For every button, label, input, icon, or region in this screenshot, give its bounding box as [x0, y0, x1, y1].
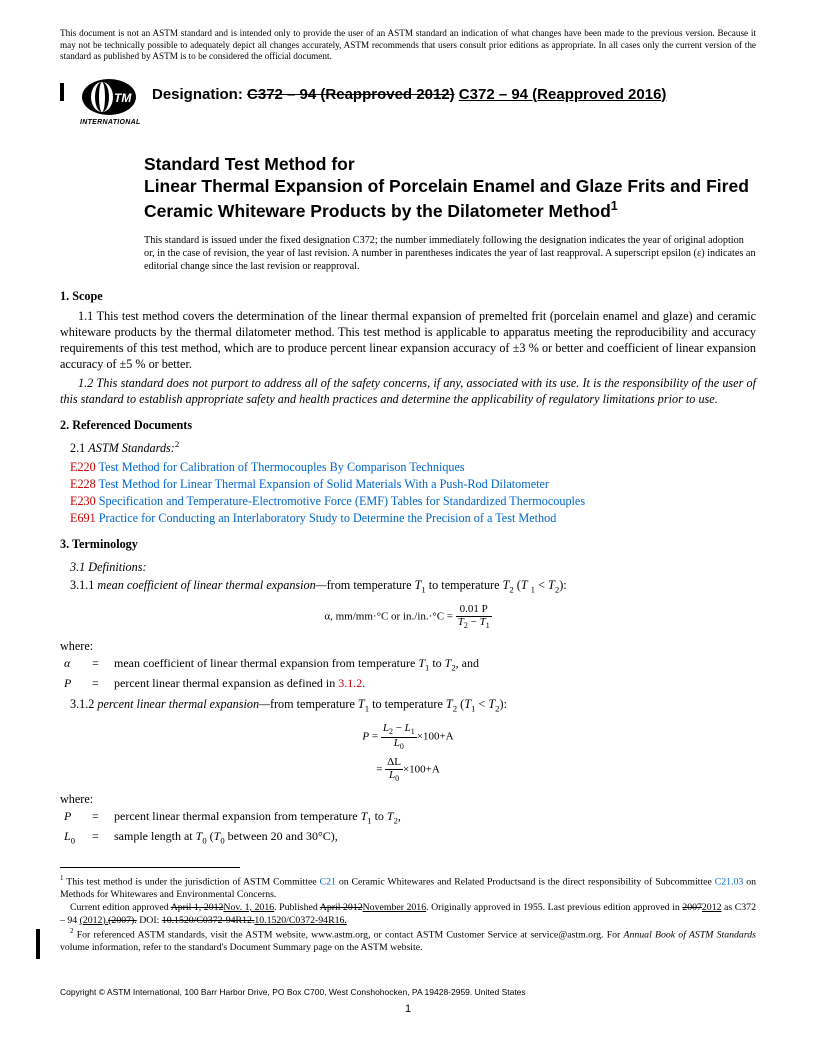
reference-line: E220 Test Method for Calibration of Ther… [60, 459, 756, 475]
designation-label: Designation: [152, 86, 247, 103]
where-2-label: where: [60, 791, 756, 807]
section-1-head: 1. Scope [60, 288, 756, 304]
copyright: Copyright © ASTM International, 100 Barr… [60, 987, 756, 998]
page-number: 1 [60, 1002, 756, 1017]
reference-title[interactable]: Test Method for Linear Thermal Expansion… [96, 477, 549, 491]
sec-3-1: 3.1 Definitions: [60, 559, 756, 575]
reference-code[interactable]: E228 [70, 477, 96, 491]
change-bar [60, 83, 64, 101]
subcommittee-link[interactable]: C21.03 [715, 876, 744, 887]
astm-logo-icon: TM [80, 77, 138, 117]
para-1-2: 1.2 This standard does not purport to ad… [60, 375, 756, 407]
svg-text:TM: TM [114, 91, 132, 105]
footnote-1: 1 This test method is under the jurisdic… [60, 874, 756, 902]
designation: Designation: C372 – 94 (Reapproved 2012)… [152, 85, 666, 105]
reference-line: E228 Test Method for Linear Thermal Expa… [60, 476, 756, 492]
reference-code[interactable]: E691 [70, 511, 96, 525]
formula-3: = ΔLL0×100+A [60, 757, 756, 783]
reference-code[interactable]: E220 [70, 460, 96, 474]
sec-2-1: 2.1 ASTM Standards:2 [60, 439, 756, 456]
disclaimer-text: This document is not an ASTM standard an… [60, 28, 756, 63]
reference-line: E230 Specification and Temperature-Elect… [60, 493, 756, 509]
reference-title[interactable]: Specification and Temperature-Electromot… [96, 494, 585, 508]
reference-title[interactable]: Test Method for Calibration of Thermocou… [96, 460, 465, 474]
where-1-table: α=mean coefficient of linear thermal exp… [60, 654, 483, 694]
section-2-head: 2. Referenced Documents [60, 417, 756, 433]
where-1-label: where: [60, 638, 756, 654]
title-block: Standard Test Method for Linear Thermal … [144, 153, 756, 222]
title-line-2: Linear Thermal Expansion of Porcelain En… [144, 175, 756, 222]
header-row: TM INTERNATIONAL Designation: C372 – 94 … [60, 77, 756, 127]
document-page: This document is not an ASTM standard an… [0, 0, 816, 1037]
committee-link[interactable]: C21 [320, 876, 336, 887]
reference-title[interactable]: Practice for Conducting an Interlaborato… [96, 511, 557, 525]
footnote-2: 2 For referenced ASTM standards, visit t… [60, 927, 756, 955]
ref-link[interactable]: 3.1.2 [338, 676, 362, 690]
issued-note: This standard is issued under the fixed … [144, 234, 756, 274]
footnote-rule [60, 867, 240, 868]
designation-old: C372 – 94 (Reapproved 2012) [247, 86, 455, 103]
change-bar-footnote [36, 929, 40, 959]
reference-code[interactable]: E230 [70, 494, 96, 508]
formula-1: α, mm/mm·°C or in./in.·°C = 0.01 PT2 − T… [60, 604, 756, 630]
title-line-1: Standard Test Method for [144, 153, 756, 175]
designation-new: C372 – 94 (Reapproved 2016) [459, 86, 667, 103]
where-2-table: P=percent linear thermal expansion from … [60, 807, 405, 849]
logo: TM INTERNATIONAL [80, 77, 138, 127]
section-3-head: 3. Terminology [60, 536, 756, 552]
footnote-1b: Current edition approved April 1, 2012No… [60, 902, 756, 927]
def-3-1-2: 3.1.2 percent linear thermal expansion—f… [60, 696, 756, 715]
formula-2: P = L2 − L1L0×100+A [60, 723, 756, 751]
reference-line: E691 Practice for Conducting an Interlab… [60, 510, 756, 526]
def-3-1-1: 3.1.1 mean coefficient of linear thermal… [60, 577, 756, 596]
para-1-1: 1.1 This test method covers the determin… [60, 308, 756, 373]
logo-label: INTERNATIONAL [80, 118, 138, 127]
